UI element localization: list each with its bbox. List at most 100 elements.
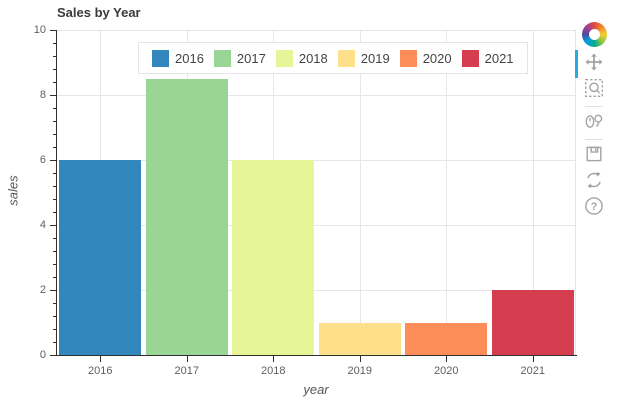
legend-label: 2018 <box>298 50 328 66</box>
legend-label: 2017 <box>236 50 266 66</box>
y-tick-label: 0 <box>39 349 46 361</box>
h-gridline <box>57 290 576 291</box>
y-major-tick <box>50 290 56 291</box>
legend: 2016 2017 2018 2019 2020 2021 <box>138 42 528 74</box>
h-gridline <box>57 160 576 161</box>
y-minor-tick <box>52 212 56 213</box>
bar-2020 <box>405 322 488 355</box>
y-minor-tick <box>52 108 56 109</box>
y-minor-tick <box>52 186 56 187</box>
v-gridline <box>532 30 534 355</box>
y-minor-tick <box>52 69 56 70</box>
tool-wheel-zoom-button[interactable] <box>579 110 609 136</box>
legend-entry-2018: 2018 <box>275 49 328 67</box>
y-tick-label: 10 <box>33 24 46 36</box>
legend-entry-2019: 2019 <box>337 49 390 67</box>
x-tick <box>446 356 448 362</box>
legend-swatch <box>152 49 169 67</box>
y-axis-line <box>56 30 57 356</box>
x-tick <box>359 356 361 362</box>
bar-2018 <box>232 160 315 355</box>
help-icon: ? <box>584 196 604 221</box>
x-tick-label: 2016 <box>88 365 113 377</box>
legend-label: 2016 <box>175 50 204 66</box>
legend-label: 2020 <box>422 50 452 66</box>
y-minor-tick <box>52 121 56 122</box>
save-icon <box>584 144 604 169</box>
box-zoom-icon <box>584 78 604 103</box>
y-minor-tick <box>52 199 56 200</box>
x-tick <box>532 356 534 362</box>
bar-2017 <box>145 78 228 355</box>
y-minor-tick <box>52 173 56 174</box>
tool-reset-button[interactable] <box>579 169 609 195</box>
y-minor-tick <box>52 147 56 148</box>
y-minor-tick <box>52 238 56 239</box>
y-major-tick <box>50 225 56 226</box>
reset-icon <box>584 170 604 195</box>
toolbar-separator <box>585 106 603 107</box>
legend-swatch <box>275 49 293 67</box>
svg-text:?: ? <box>591 201 598 213</box>
y-tick-label: 8 <box>39 89 46 101</box>
legend-swatch <box>399 49 417 67</box>
y-minor-tick <box>52 251 56 252</box>
y-minor-tick <box>52 43 56 44</box>
y-major-tick <box>50 160 56 161</box>
x-tick <box>186 356 188 362</box>
pan-icon <box>584 52 604 77</box>
tool-pan-button[interactable] <box>575 50 609 78</box>
y-major-tick <box>50 355 56 356</box>
legend-entry-2016: 2016 <box>152 49 204 67</box>
legend-entry-2017: 2017 <box>213 49 266 67</box>
y-minor-tick <box>52 316 56 317</box>
x-tick <box>273 356 275 362</box>
y-major-tick <box>50 95 56 96</box>
y-tick-label: 6 <box>39 154 46 166</box>
legend-label: 2021 <box>484 50 514 66</box>
tool-help-button[interactable]: ? <box>579 195 609 221</box>
legend-swatch <box>461 49 479 67</box>
legend-swatch <box>213 49 231 67</box>
x-axis-label: year <box>303 382 329 397</box>
y-minor-tick <box>52 277 56 278</box>
y-minor-tick <box>52 56 56 57</box>
bar-2019 <box>318 322 401 355</box>
x-tick-label: 2018 <box>261 365 286 377</box>
y-minor-tick <box>52 264 56 265</box>
toolbar: ? <box>575 22 611 221</box>
wheel-zoom-icon <box>584 111 604 136</box>
v-gridline <box>359 30 361 355</box>
x-axis-line <box>56 355 577 356</box>
y-minor-tick <box>52 134 56 135</box>
y-tick-label: 2 <box>39 284 46 296</box>
bar-2021 <box>491 290 574 355</box>
h-gridline <box>57 95 576 96</box>
x-tick-label: 2019 <box>347 365 372 377</box>
toolbar-separator <box>585 139 603 140</box>
y-tick-label: 4 <box>39 219 46 231</box>
y-minor-tick <box>52 303 56 304</box>
h-gridline <box>57 225 576 226</box>
tool-save-button[interactable] <box>579 143 609 169</box>
x-tick-label: 2017 <box>174 365 199 377</box>
x-tick <box>100 356 102 362</box>
x-tick-label: 2020 <box>434 365 459 377</box>
legend-swatch <box>337 49 355 67</box>
legend-entry-2020: 2020 <box>399 49 452 67</box>
bar-2016 <box>59 160 142 355</box>
active-tool-indicator <box>575 50 578 78</box>
y-minor-tick <box>52 329 56 330</box>
h-gridline <box>57 30 576 31</box>
chart-title: Sales by Year <box>57 5 141 20</box>
y-minor-tick <box>52 342 56 343</box>
x-tick-label: 2021 <box>520 365 545 377</box>
legend-entry-2021: 2021 <box>461 49 514 67</box>
v-gridline <box>446 30 448 355</box>
tool-box-zoom-button[interactable] <box>579 77 609 103</box>
y-minor-tick <box>52 82 56 83</box>
legend-label: 2019 <box>360 50 390 66</box>
bokeh-logo-icon[interactable] <box>581 22 607 47</box>
y-major-tick <box>50 30 56 31</box>
